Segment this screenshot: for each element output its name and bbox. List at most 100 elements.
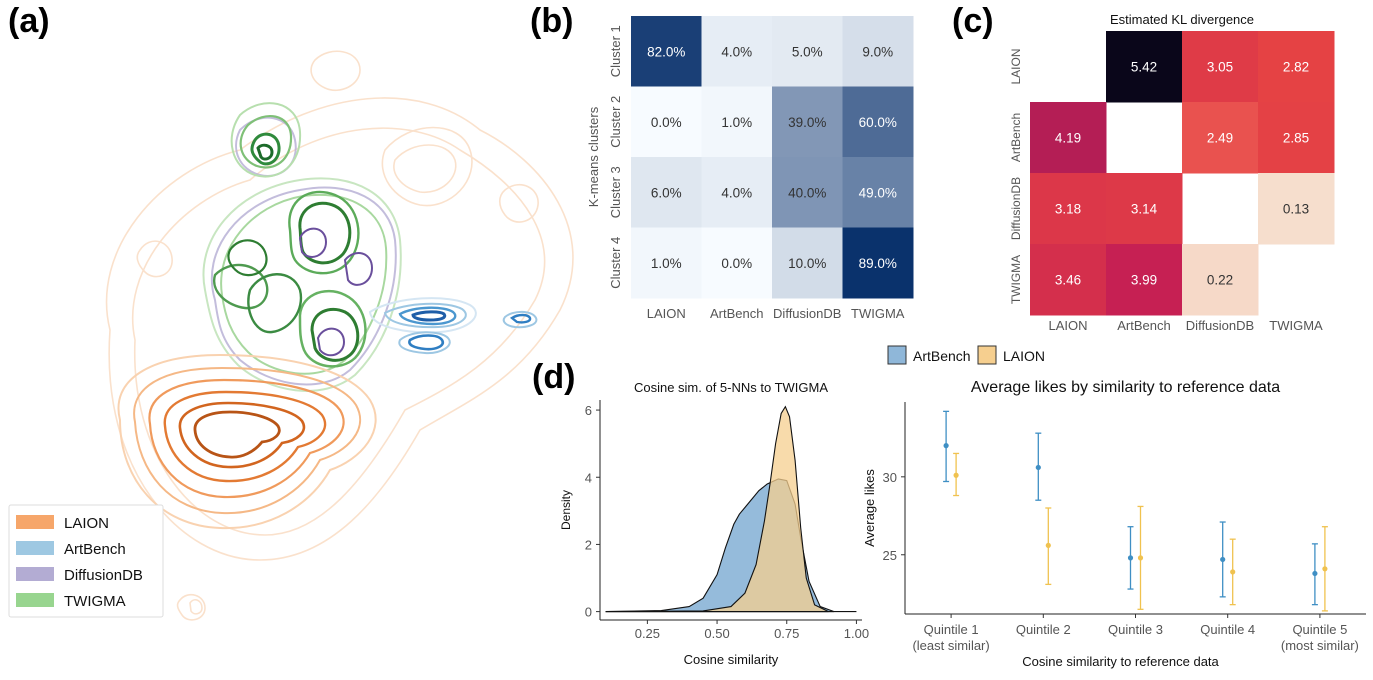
heatmap-b-cell-label: 1.0%: [651, 256, 682, 271]
laion-outer-contours: [105, 50, 574, 621]
panel-d: (d) Cosine sim. of 5-NNs to TWIGMA 0.25 0.…: [532, 345, 1366, 669]
heatmap-b-cell-label: 4.0%: [721, 44, 752, 59]
legend-swatch-twigma: [16, 593, 54, 607]
panel-c: (c) Estimated KL divergence 5.42 3.05 2.82 4…: [952, 2, 1335, 333]
likes-legend-swatch-laion: [977, 345, 997, 365]
likes-x-tick-label: Quintile 4: [1200, 622, 1255, 637]
heatmap-c-cell: [1258, 31, 1335, 103]
heatmap-b-cell: [842, 16, 914, 87]
point-laion: [1137, 555, 1144, 561]
heatmap-c-cell-label: 5.42: [1131, 60, 1157, 75]
heatmap-c-row-label: LAION: [1009, 48, 1023, 84]
panel-a-letter: (a): [8, 2, 50, 40]
heatmap-b-row-label: Cluster 3: [608, 166, 623, 218]
heatmap-b-cell: [631, 16, 702, 87]
heatmap-b-cell-label: 89.0%: [859, 256, 897, 271]
heatmap-b-col-label: TWIGMA: [851, 306, 905, 321]
density-y-tick-label: 6: [585, 403, 592, 418]
density-y-tick-label: 0: [585, 605, 592, 620]
heatmap-c-cell-label: 3.99: [1131, 273, 1157, 288]
likes-x-tick-sublabel: (least similar): [912, 638, 989, 653]
legend-swatch-laion: [16, 515, 54, 529]
heatmap-c-cell: [1182, 102, 1259, 174]
heatmap-b-cell-label: 40.0%: [788, 185, 826, 200]
heatmap-c-cell-label: 2.85: [1283, 131, 1309, 146]
likes-plot: Average likes by similarity to reference…: [862, 345, 1366, 669]
heatmap-c-cell-label: 0.13: [1283, 202, 1309, 217]
point-artbench: [943, 443, 949, 449]
heatmap-b-cell-label: 39.0%: [788, 115, 826, 130]
legend-swatch-artbench: [16, 541, 54, 555]
heatmap-c-cell-label: 3.18: [1055, 202, 1081, 217]
heatmap-c-cell: [1182, 244, 1259, 316]
heatmap-b-cell-label: 0.0%: [651, 115, 682, 130]
panel-c-letter: (c): [952, 2, 994, 40]
point-artbench: [1035, 464, 1041, 471]
heatmap-b-cell-label: 6.0%: [651, 185, 682, 200]
heatmap-b-cell: [631, 227, 702, 299]
legend-label-twigma: TWIGMA: [64, 593, 126, 610]
density-x-tick-label: 0.25: [635, 626, 660, 641]
density-area-laion: [605, 405, 829, 613]
heatmap-b-col-label: LAION: [647, 306, 686, 321]
likes-x-tick-label: Quintile 5: [1292, 622, 1347, 637]
heatmap-b-cell: [772, 86, 843, 158]
point-artbench: [1127, 555, 1134, 561]
heatmap-b-col-label: DiffusionDB: [773, 306, 841, 321]
heatmap-c-cell: [1182, 31, 1259, 103]
density-title: Cosine sim. of 5-NNs to TWIGMA: [634, 380, 828, 395]
point-laion: [1045, 542, 1051, 549]
point-artbench: [1312, 570, 1318, 577]
heatmap-b-cell-label: 1.0%: [721, 115, 752, 130]
heatmap-c-title: Estimated KL divergence: [1110, 12, 1254, 27]
heatmap-b-cell-label: 82.0%: [647, 44, 685, 59]
legend-label-laion: LAION: [64, 515, 109, 532]
heatmap-c-cell-label: 0.22: [1207, 273, 1233, 288]
likes-x-tick-label: Quintile 2: [1016, 622, 1071, 637]
heatmap-b-cell: [842, 157, 914, 228]
heatmap-b-cell: [772, 157, 843, 228]
likes-legend-swatch-artbench: [887, 345, 907, 365]
panel-a-legend: LAION ArtBench DiffusionDB TWIGMA: [8, 504, 164, 618]
heatmap-c-cell-label: 3.05: [1207, 60, 1233, 75]
kl-heatmap: Estimated KL divergence 5.42 3.05 2.82 4.19 2…: [1009, 12, 1335, 333]
heatmap-c-cell: [1106, 244, 1183, 316]
heatmap-c-cell-label: 3.14: [1131, 202, 1158, 217]
point-laion: [1322, 566, 1328, 572]
likes-x-tick-sublabel: (most similar): [1281, 638, 1359, 653]
heatmap-b-cell: [701, 227, 773, 299]
likes-xlabel: Cosine similarity to reference data: [1022, 654, 1219, 669]
heatmap-b-cell: [772, 16, 843, 87]
twigma-contours: [202, 102, 402, 392]
density-x-tick-label: 1.00: [844, 626, 869, 641]
heatmap-b-cell-label: 5.0%: [792, 44, 823, 59]
heatmap-b-cell-label: 10.0%: [788, 256, 826, 271]
density-y-tick-label: 4: [585, 470, 592, 485]
heatmap-b-row-label: Cluster 4: [608, 237, 623, 289]
heatmap-c-cell-label: 4.19: [1055, 131, 1081, 146]
likes-x-tick-label: Quintile 1: [924, 622, 979, 637]
heatmap-c-cell-label: 2.82: [1283, 60, 1309, 75]
heatmap-b-cell: [772, 227, 843, 299]
heatmap-b-cell: [842, 86, 914, 158]
heatmap-c-cell-label: 3.46: [1055, 273, 1081, 288]
point-artbench: [1220, 556, 1226, 563]
legend-box: [8, 504, 164, 618]
panel-b: (b) 82.0% 4.0% 5.0% 9.0% 0.0% 1.0% 39.0% 60.0% 6…: [530, 2, 914, 321]
heatmap-c-cell: [1258, 173, 1335, 245]
heatmap-c-col-label: DiffusionDB: [1186, 318, 1254, 333]
heatmap-c-cell: [1106, 173, 1183, 245]
likes-y-tick-label: 25: [883, 548, 897, 563]
heatmap-c-cell: [1030, 244, 1107, 316]
heatmap-c-row-label: TWIGMA: [1009, 255, 1023, 304]
likes-x-tick-label: Quintile 3: [1108, 622, 1163, 637]
heatmap-b-cell-label: 4.0%: [721, 185, 752, 200]
heatmap-c-cell: [1258, 102, 1335, 174]
heatmap-c-col-label: TWIGMA: [1269, 318, 1323, 333]
heatmap-c-cell: [1030, 173, 1107, 245]
heatmap-b-cell-label: 60.0%: [859, 115, 897, 130]
panel-a: (a): [8, 2, 574, 621]
heatmap-b-cell-label: 0.0%: [721, 256, 752, 271]
heatmap-b-cell: [842, 227, 914, 299]
density-xlabel: Cosine similarity: [684, 652, 779, 667]
